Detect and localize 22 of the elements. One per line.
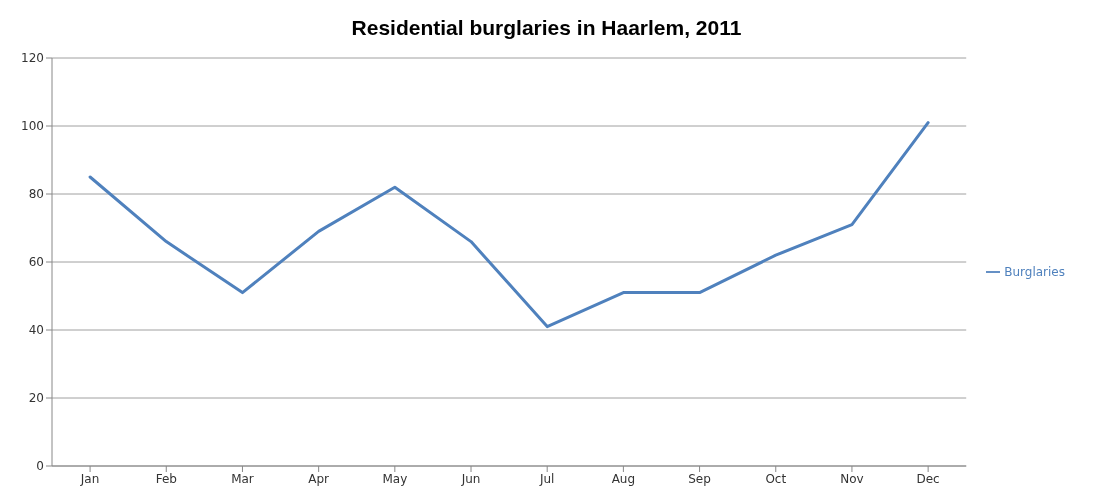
x-tick-label: Dec xyxy=(916,471,940,486)
x-tick-label: Sep xyxy=(688,471,711,486)
legend-label: Burglaries xyxy=(1004,264,1065,279)
y-tick-label: 40 xyxy=(28,323,44,338)
x-tick-label: May xyxy=(382,471,408,486)
chart-title: Residential burglaries in Haarlem, 2011 xyxy=(350,15,743,41)
y-tick-label: 0 xyxy=(36,459,44,474)
y-tick-label: 20 xyxy=(28,391,44,406)
y-tick-label: 60 xyxy=(28,255,44,270)
y-tick-label: 80 xyxy=(28,187,44,202)
line-series xyxy=(88,121,930,329)
x-tick-label: Mar xyxy=(231,471,254,486)
y-tick-label: 100 xyxy=(21,119,44,134)
x-tick-label: Oct xyxy=(765,471,787,486)
y-tick-label: 120 xyxy=(21,51,44,66)
x-tick-label: Jan xyxy=(79,471,100,486)
x-tick-label: Aug xyxy=(611,471,636,486)
x-tick-label: Feb xyxy=(155,471,177,486)
x-tick-label: Jul xyxy=(538,471,555,486)
x-tick-label: Nov xyxy=(840,471,864,486)
x-tick-label: Apr xyxy=(308,471,330,486)
x-tick-label: Jun xyxy=(460,471,481,486)
